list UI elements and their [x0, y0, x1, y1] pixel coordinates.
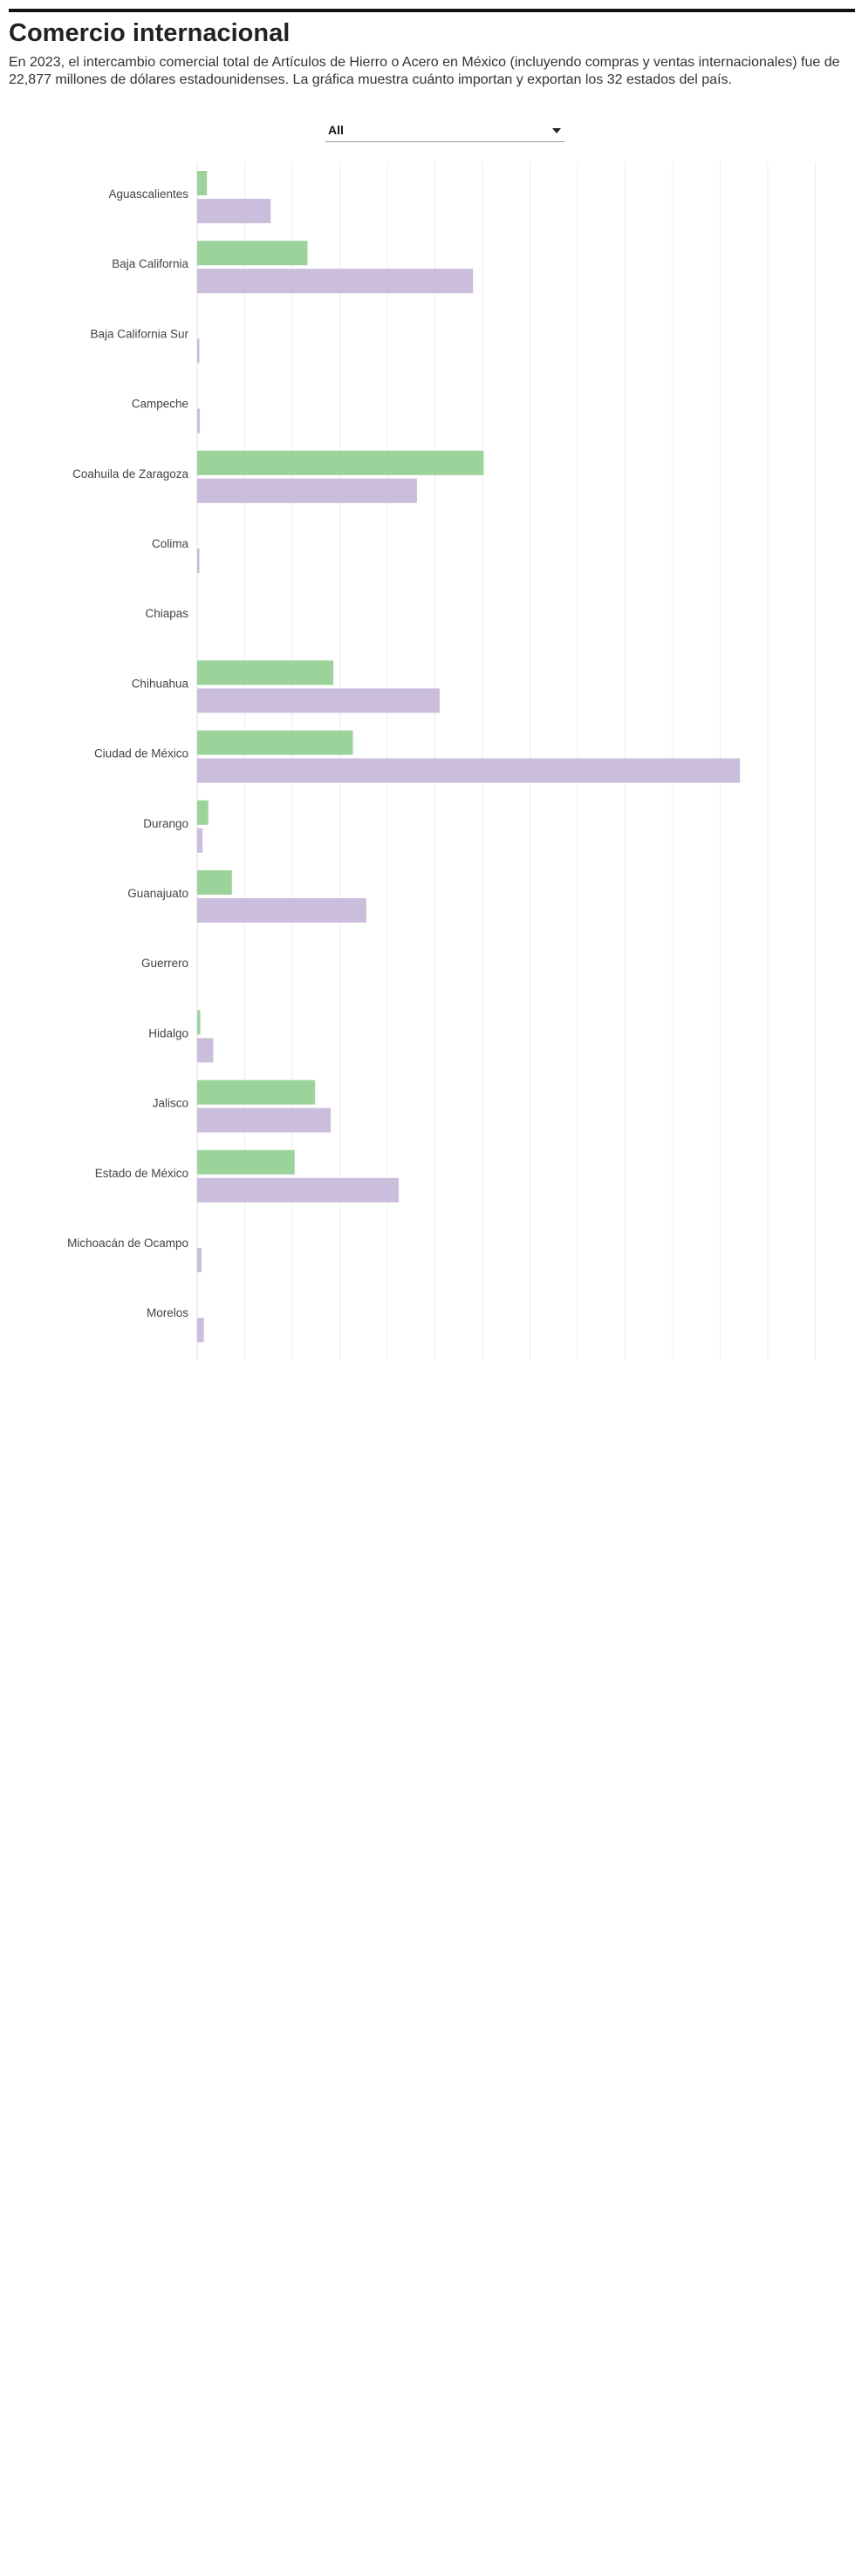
import-bar[interactable]: [197, 269, 474, 294]
export-bar[interactable]: [197, 1149, 295, 1175]
import-bar[interactable]: [197, 1107, 331, 1133]
category-label: Jalisco: [153, 1097, 188, 1110]
category-label: Guerrero: [141, 957, 188, 970]
import-bar[interactable]: [197, 688, 440, 713]
import-bar[interactable]: [197, 828, 203, 853]
category-label: Coahuila de Zaragoza: [72, 467, 188, 480]
import-bar[interactable]: [197, 1248, 202, 1272]
import-bar[interactable]: [197, 1318, 204, 1343]
trade-bar-chart: Aguascalientes Baja California Baja Califo…: [67, 162, 816, 1360]
caret-down-icon: [552, 128, 561, 133]
export-bar[interactable]: [197, 241, 308, 266]
category-label: Guanajuato: [127, 887, 188, 900]
category-label: Michoacán de Ocampo: [67, 1237, 188, 1250]
category-label: Campeche: [132, 398, 188, 411]
import-bar[interactable]: [197, 408, 201, 433]
import-bar[interactable]: [197, 1038, 214, 1063]
import-bar[interactable]: [197, 338, 200, 364]
import-bar[interactable]: [197, 758, 741, 783]
export-bar[interactable]: [197, 730, 353, 755]
category-label: Colima: [152, 537, 189, 550]
export-bar[interactable]: [197, 870, 232, 895]
export-bar[interactable]: [197, 1080, 316, 1105]
export-bar[interactable]: [197, 800, 209, 825]
state-filter-dropdown[interactable]: All: [325, 120, 564, 142]
page-title: Comercio internacional: [9, 19, 291, 47]
state-filter-value: All: [328, 123, 344, 137]
category-label: Baja California: [112, 257, 188, 270]
category-label: Hidalgo: [148, 1026, 188, 1039]
page-subtitle: En 2023, el intercambio comercial total …: [9, 55, 840, 87]
export-bar[interactable]: [197, 660, 334, 685]
category-label: Ciudad de México: [94, 747, 188, 760]
import-bar[interactable]: [197, 549, 200, 573]
import-bar[interactable]: [197, 898, 366, 923]
top-rule: [9, 9, 855, 12]
import-bar[interactable]: [197, 1177, 400, 1203]
import-bar[interactable]: [197, 478, 417, 503]
category-label: Aguascalientes: [108, 187, 188, 201]
export-bar[interactable]: [197, 450, 484, 475]
export-bar[interactable]: [197, 1010, 201, 1035]
import-bar[interactable]: [197, 199, 271, 223]
category-label: Baja California Sur: [90, 327, 188, 340]
category-label: Chihuahua: [132, 677, 189, 690]
export-bar[interactable]: [197, 171, 208, 195]
category-label: Durango: [143, 817, 188, 830]
category-label: Chiapas: [145, 607, 188, 620]
category-label: Estado de México: [95, 1167, 188, 1180]
category-label: Morelos: [147, 1306, 188, 1319]
